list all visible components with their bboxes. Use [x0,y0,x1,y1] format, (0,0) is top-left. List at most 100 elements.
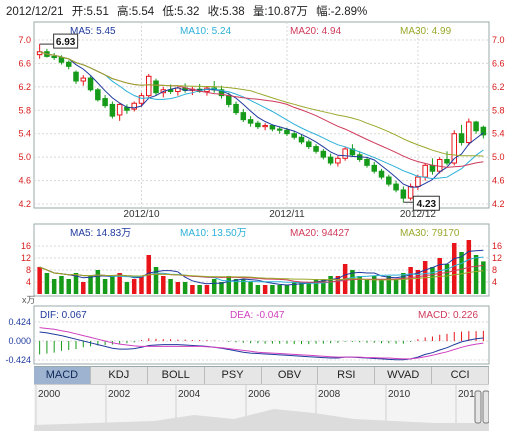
tab-cci[interactable]: CCI [432,367,489,384]
volume-bar [117,273,122,294]
candle-body [393,183,399,191]
low-marker-text: 4.23 [417,199,437,210]
price-y-tick-right: 7.0 [492,35,505,45]
tab-rsi[interactable]: RSI [318,367,376,384]
price-y-tick-left: 6.6 [18,58,31,68]
volume-bar [328,276,333,294]
tab-wvad[interactable]: WVAD [375,367,433,384]
year-label: 2006 [248,389,271,400]
volume-bar [102,279,108,294]
macd-y-tick: 0.424 [8,317,31,327]
year-label: 201 [458,389,475,400]
price-y-tick-left: 7.0 [18,35,31,45]
volume-bar [459,252,464,294]
tab-kdj[interactable]: KDJ [91,367,148,384]
price-y-tick-right: 4.2 [492,199,505,209]
candle-body [95,89,101,101]
price-x-tick: 2012/10 [123,209,160,220]
price-ma10-label: MA10: 5.24 [180,26,232,37]
candle-body [466,121,472,143]
volume-y-tick-left: 8 [26,265,31,275]
candle-body [291,133,297,138]
quote-header: 2012/12/21 开:5.51 高:5.54 低:5.32 收:5.38 量… [6,3,372,19]
volume-bar [73,273,79,294]
volume-bar [241,279,246,294]
candle-body [298,136,305,143]
candle-body [284,129,290,135]
volume-bar [473,255,479,294]
candle-body [335,157,341,164]
candle-body [451,133,458,164]
tab-psy[interactable]: PSY [205,367,262,384]
volume-bar [430,267,435,294]
price-ma10-line [39,51,484,180]
volume-bar [291,282,297,294]
volume-bar [59,276,64,294]
tab-obv[interactable]: OBV [262,367,319,384]
volume-bar [393,279,399,294]
quote-open: 开:5.51 [71,6,109,18]
volume-bar [335,276,341,294]
candle-body [386,176,392,185]
quote-date: 2012/12/21 [6,6,64,18]
candle-body [218,89,225,97]
volume-ma10-line [39,256,484,284]
low-marker-box [412,195,440,211]
volume-bar [386,276,392,294]
volume-ma30-label: MA30: 79170 [400,228,460,239]
volume-y-tick-right: 12 [492,253,502,263]
candle-body [444,158,450,164]
candle-body [233,103,239,114]
volume-bar [255,285,261,294]
volume-bar [168,279,173,294]
range-handle-right[interactable] [482,390,490,424]
candle-body [167,89,174,93]
candle-body [109,103,116,117]
volume-y-tick-left: 16 [21,241,31,251]
volume-bar [364,279,370,294]
volume-bar [161,276,166,294]
volume-bar [204,285,210,294]
volume-bar [379,279,384,294]
volume-unit-label: x万 [22,295,36,305]
price-y-tick-right: 5.8 [492,105,505,115]
volume-bar [51,279,57,294]
volume-bar [190,285,195,294]
candle-body [371,164,378,172]
high-marker-box [53,33,79,49]
volume-bar [262,285,268,294]
volume-bar [139,276,144,294]
candle-body [436,158,443,172]
quote-change: 幅:-2.89% [316,6,368,18]
volume-ma30-line [39,266,484,281]
candle-body [153,80,159,94]
year-label: 2000 [38,389,61,400]
volume-bar [110,276,115,294]
price-y-tick-right: 6.6 [492,58,505,68]
volume-y-tick-right: 4 [492,277,497,287]
volume-bar [350,270,355,294]
year-navigator-svg[interactable]: 2000 2002 2004 2006 2008 2010 201 [34,385,490,431]
tab-macd[interactable]: MACD [34,367,91,384]
volume-ma10-label: MA10: 13.50万 [180,228,247,239]
volume-bar [219,282,224,294]
volume-bar [44,273,50,294]
price-y-tick-left: 5.0 [18,152,31,162]
price-ma20-label: MA20: 4.94 [290,26,342,37]
volume-bar [124,282,130,294]
tab-boll[interactable]: BOLL [148,367,205,384]
candle-body [313,146,319,152]
price-ma5-label: MA5: 5.45 [70,26,116,37]
volume-bar [444,264,450,294]
year-navigator[interactable]: 2000 2002 2004 2006 2008 2010 201 [34,384,490,431]
macd-value-label: MACD: 0.226 [418,310,478,321]
volume-bar [153,267,159,294]
volume-y-tick-right: 8 [492,265,497,275]
range-handle-left[interactable] [474,390,482,424]
price-y-tick-right: 5.4 [492,129,505,139]
chart-svg[interactable]: 7.0 7.0 6.6 6.6 6.2 6.2 5.8 5.8 5.4 5.4 5.0 5.0 4.6 4… [0,0,507,366]
candle-body [364,158,370,166]
year-label: 2010 [388,389,411,400]
candle-body [102,98,108,107]
